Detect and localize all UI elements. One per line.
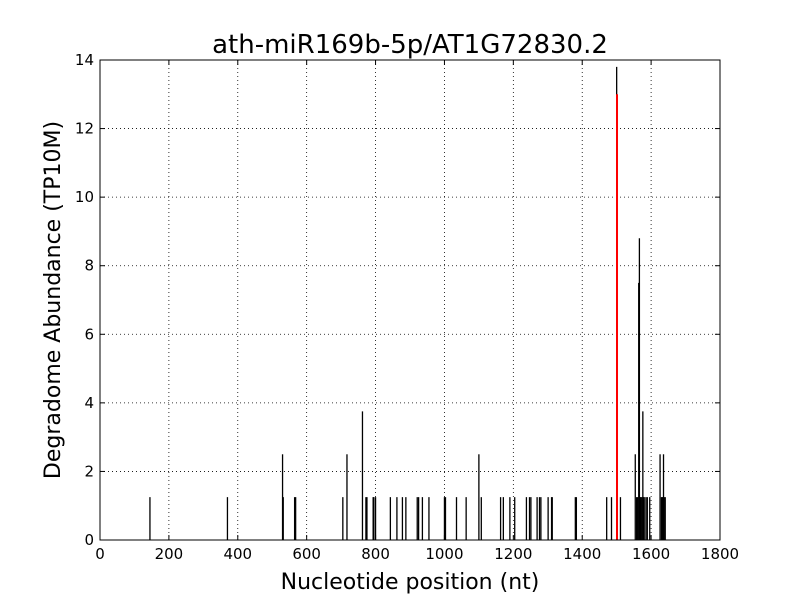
x-tick-label: 1200 <box>494 545 532 563</box>
y-tick-label: 10 <box>75 188 94 206</box>
ticks: 0 200 400 600 800 1000 1200 1400 1600 1800 0 2 4 6 8 10… <box>75 51 739 563</box>
y-axis-label: Degradome Abundance (TP10M) <box>41 121 66 479</box>
y-tick-label: 6 <box>84 325 94 343</box>
x-tick-label: 200 <box>155 545 184 563</box>
y-tick-label: 8 <box>84 257 94 275</box>
y-tick-label: 12 <box>75 120 94 138</box>
x-tick-label: 800 <box>361 545 390 563</box>
x-tick-label: 400 <box>223 545 252 563</box>
x-tick-label: 1600 <box>632 545 670 563</box>
chart-title: ath-miR169b-5p/AT1G72830.2 <box>212 30 608 60</box>
x-tick-label: 1000 <box>425 545 463 563</box>
y-tick-label: 0 <box>84 531 94 549</box>
x-tick-label: 600 <box>292 545 321 563</box>
y-tick-label: 2 <box>84 462 94 480</box>
plot-area-frame <box>99 59 721 541</box>
y-tick-label: 14 <box>75 51 94 69</box>
y-tick-label: 4 <box>84 394 94 412</box>
x-tick-label: 1400 <box>563 545 601 563</box>
x-axis-label: Nucleotide position (nt) <box>281 570 540 595</box>
x-tick-label: 0 <box>95 545 105 563</box>
x-tick-label: 1800 <box>701 545 739 563</box>
bars <box>149 66 666 540</box>
